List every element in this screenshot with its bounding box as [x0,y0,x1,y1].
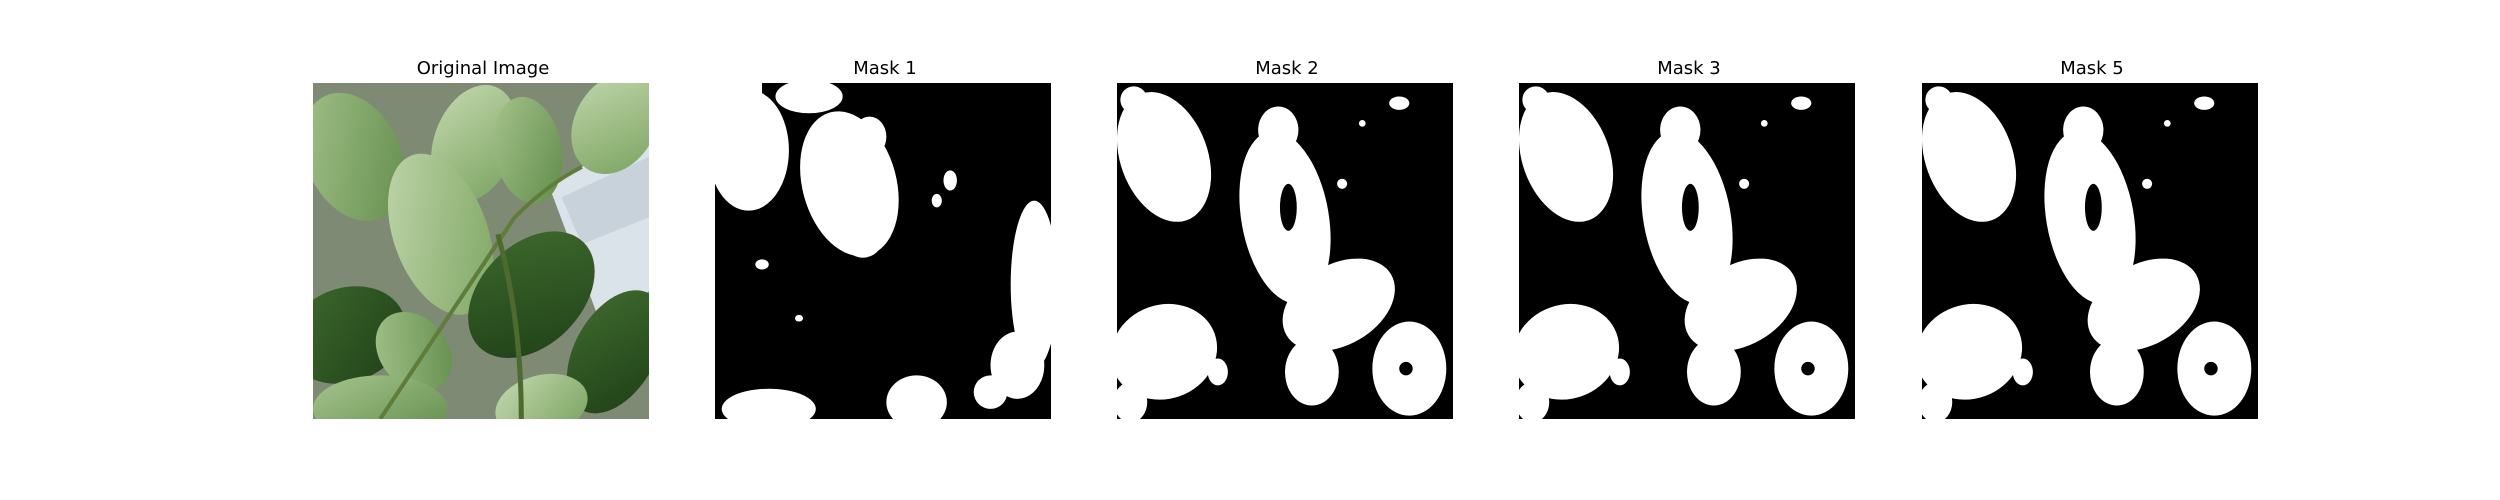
panel-title: Mask 3 [1657,58,1721,79]
mask-5-image [1922,83,2258,419]
panel-mask-3: Mask 3 [1519,58,1859,419]
mask-2-image [1117,83,1453,419]
panel-mask-2: Mask 2 [1117,58,1457,419]
panel-title: Mask 5 [2060,58,2124,79]
panel-mask-1: Mask 1 [715,58,1055,419]
panel-title: Original Image [416,58,550,79]
panel-original-image: Original Image [313,58,653,419]
panel-title: Mask 1 [853,58,917,79]
original-image [313,83,649,419]
mask-1-image [715,83,1051,419]
panel-mask-5: Mask 5 [1922,58,2262,419]
mask-3-image [1519,83,1855,419]
panel-title: Mask 2 [1255,58,1319,79]
